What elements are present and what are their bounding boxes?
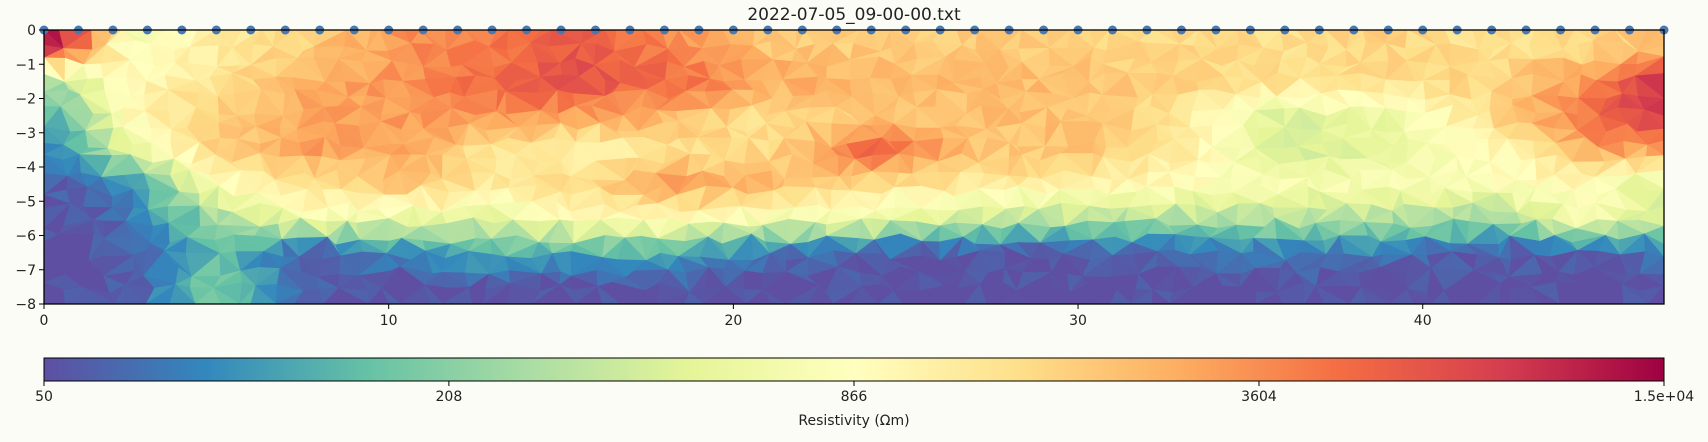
x-tick-label: 10 [380,313,398,329]
mesh-cell [979,284,1003,304]
mesh-cell [597,285,621,304]
colorbar-tick-label: 208 [436,389,463,405]
mesh-cell [722,286,747,304]
mesh-cell [1443,290,1478,304]
colorbar-tick-label: 866 [841,389,868,405]
mesh-cell [1109,289,1132,304]
y-tick-label: −8 [15,297,36,313]
y-tick-label: −5 [15,194,36,210]
mesh-cell [683,292,705,304]
y-axis: 0 −1 −2 −3 −4 −5 −6 −7 −8 [15,23,44,313]
mesh-cell [1575,282,1606,304]
y-tick-label: −4 [15,160,36,176]
mesh-cell [82,287,116,304]
x-axis: 0 10 20 30 40 [40,304,1432,329]
mesh-cell [213,287,241,304]
colorbar-tick-label: 1.5e+04 [1634,389,1695,405]
x-tick-label: 30 [1069,313,1087,329]
mesh-cell [1066,291,1084,304]
mesh-cell [762,290,786,304]
mesh-cell [1622,283,1649,304]
mesh-cell [44,282,66,304]
mesh-cell [849,286,879,304]
resistivity-mesh [44,30,1664,304]
y-tick-label: −3 [15,126,36,142]
mesh-cell [381,288,401,304]
y-tick-label: 0 [27,23,36,39]
mesh-cell [1151,289,1172,304]
mesh-cell [424,284,444,304]
mesh-cell [507,282,533,304]
mesh-cell [468,286,486,304]
mesh-cell [552,284,577,304]
colorbar-ticks: 50 208 866 3604 1.5e+04 [35,381,1694,405]
mesh-cell [1276,291,1305,304]
colorbar [43,357,1665,382]
colorbar-gradient [43,357,1665,382]
mesh-cell [294,291,325,304]
mesh-cell [1315,285,1350,304]
mesh-cell [250,285,277,304]
mesh-cell [1406,287,1431,304]
mesh-cell [932,285,965,304]
x-tick-label: 20 [724,313,742,329]
mesh-cell [1238,286,1257,304]
chart-title: 2022-07-05_09-00-00.txt [747,5,961,25]
y-tick-label: −2 [15,92,36,108]
mesh-cell [1647,286,1664,304]
y-tick-label: −1 [15,57,36,73]
y-tick-label: −7 [15,263,36,279]
mesh-cell [169,283,197,304]
mesh-cell [1500,283,1512,304]
mesh-cell [1360,286,1391,304]
mesh-cell [1529,286,1561,304]
mesh-cell [639,290,659,304]
y-tick-label: −6 [15,229,36,245]
mesh-cell [893,290,916,304]
colorbar-label: Resistivity (Ωm) [798,413,909,429]
colorbar-tick-label: 3604 [1241,389,1277,405]
x-tick-label: 40 [1414,313,1432,329]
colorbar-tick-label: 50 [35,389,53,405]
mesh-cell [1016,290,1050,304]
mesh-cell [1192,287,1221,304]
mesh-cell [338,287,369,304]
mesh-cell [122,284,147,304]
x-tick-label: 0 [40,313,49,329]
mesh-cell [809,284,834,304]
